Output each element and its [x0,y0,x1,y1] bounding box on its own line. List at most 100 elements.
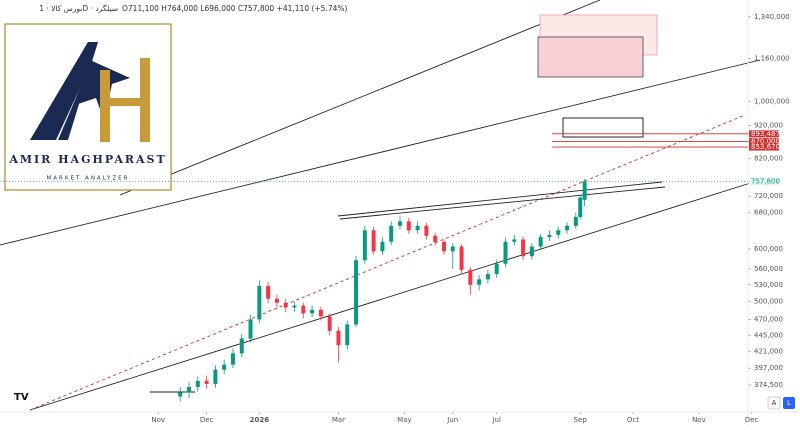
ohlc-legend: O711,100 H764,000 L696,000 C757,800 +41,… [122,4,347,13]
candle-body [266,285,271,299]
candle-body [380,241,385,252]
candle-body [310,309,315,314]
target-box [562,117,644,138]
chart-title: بورس کالا · 1D · سیلگرد [39,4,118,13]
candle-body [406,221,411,231]
candle-body [274,298,279,303]
candle-body [503,241,508,264]
price-level-label: 893,487 [751,130,780,138]
x-tick-label: Dec [200,416,214,424]
y-tick-label: 1,000,000 [754,97,790,105]
candle-body [178,392,183,397]
candle-body [292,305,297,308]
candle-body [336,330,341,346]
drawings [0,0,761,411]
y-tick-label: 560,000 [754,265,783,273]
candle-body [362,230,367,261]
candle-body [398,221,402,226]
y-tick-label: 720,000 [754,192,783,200]
candle-body [213,369,218,384]
candle-body [327,316,332,331]
candle-body [318,309,323,317]
candle-body [521,239,526,257]
y-tick-label: 374,500 [754,381,783,389]
y-tick-label: 920,000 [754,121,783,129]
x-tick-label: Nov [151,416,165,424]
price-level-tag [749,138,779,146]
candle-body [512,239,517,242]
tv-logo: TV [14,392,29,403]
candle-body [195,380,200,388]
log-button-label[interactable]: L [787,399,791,407]
channel-line [119,0,601,196]
candle-body [415,225,420,231]
y-tick-label: 470,000 [754,315,783,323]
candle-body [450,246,455,252]
candle-body [239,338,244,354]
candle-body [494,263,499,275]
channel-line [29,179,761,411]
y-tick-label: 1,160,000 [754,54,790,62]
y-tick-label: 820,000 [754,155,783,163]
candle-body [578,197,583,218]
x-tick-label: Jul [491,416,501,424]
candle-body [468,269,473,285]
x-tick-label: May [397,416,411,424]
candle-body [565,225,570,231]
candle-body [424,225,429,236]
candle-body [538,237,543,247]
candle-body [573,217,578,226]
candle-body [371,230,376,252]
y-tick-label: 600,000 [754,245,783,253]
y-tick-label: 421,000 [754,347,783,355]
candle-body [248,319,253,339]
x-tick-label: Nov [692,416,706,424]
x-tick-label: Dec [745,416,759,424]
price-level-label: 853,670 [751,143,780,151]
x-tick-label: 2026 [250,416,270,424]
last-price-label: 757,800 [751,177,780,185]
candle-body [477,279,482,285]
candle-body [547,234,552,238]
logo-a [30,42,98,140]
wedge-line [337,181,663,217]
candle-body [582,181,587,200]
median-line [29,114,746,411]
auto-button[interactable] [767,396,781,410]
y-tick-label: 530,000 [754,281,783,289]
price-level-tag [749,143,779,151]
candle-body [204,380,209,384]
y-tick-label: 1,340,000 [754,13,790,21]
candle-body [389,225,394,242]
candle-body [556,230,561,235]
x-tick-label: Mar [332,416,345,424]
candle-body [529,246,534,257]
y-tick-label: 500,000 [754,298,783,306]
x-tick-label: Oct [627,416,639,424]
candle-body [433,235,438,242]
candle-body [222,364,227,370]
candle-body [354,260,359,325]
price-level-tag [749,130,779,138]
price-level-label: 870,000 [751,138,780,146]
candle-body [187,387,192,393]
last-price-tag [749,177,779,186]
auto-button-label[interactable]: A [772,399,777,407]
zone-box [537,36,644,78]
candle-body [345,324,350,346]
x-tick-label: Jun [446,416,458,424]
logo-name: AMIR HAGHPARAST [8,153,166,166]
candle-body [441,241,446,252]
logo-h [100,98,150,106]
candle-body [301,305,306,314]
candle-body [485,274,490,280]
y-tick-label: 397,000 [754,364,783,372]
wedge-line [339,186,666,220]
candle-body [283,302,288,308]
log-button[interactable] [783,397,795,409]
x-tick-label: Sep [574,416,588,424]
channel-line [0,59,761,246]
candle-body [257,285,262,320]
y-tick-label: 445,000 [754,331,783,339]
